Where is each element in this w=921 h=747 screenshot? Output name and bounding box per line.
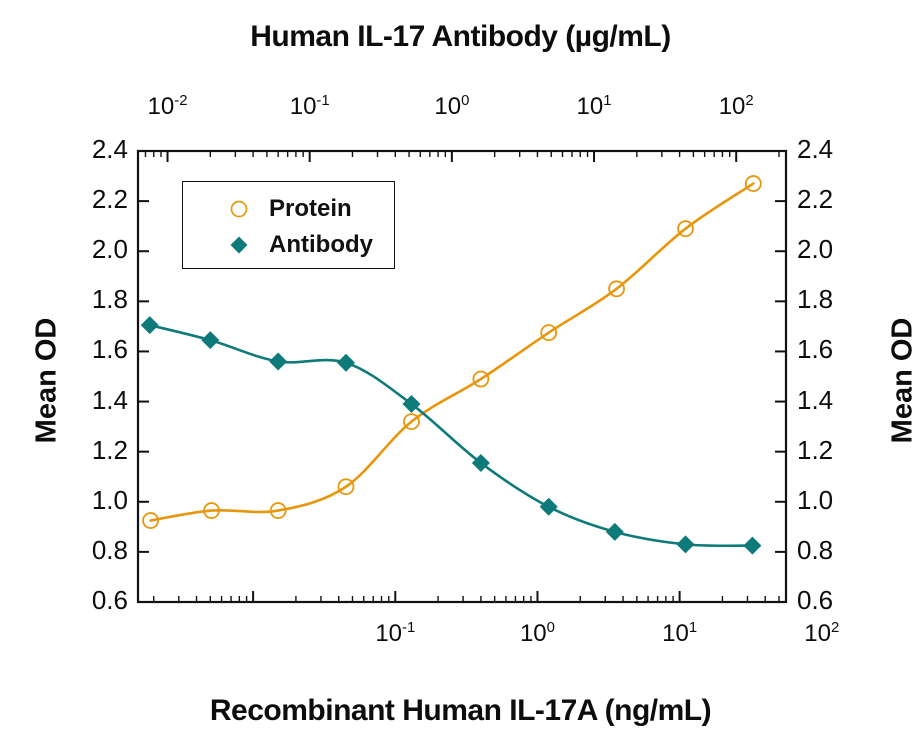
legend-item-antibody: Antibody [183,228,394,262]
legend-label-protein: Protein [269,195,352,222]
protein-marker-icon [230,200,248,218]
legend-label-antibody: Antibody [269,231,373,258]
y-tick-label: 1.2 [91,434,128,465]
y-tick-label-right: 1.0 [797,484,834,515]
x-bottom-tick-label: 100 [519,620,555,647]
y-tick-label-right: 1.2 [797,434,834,465]
y-tick-label: 1.6 [91,334,128,365]
y-tick-label: 2.0 [91,234,128,265]
y-tick-label-right: 1.4 [797,384,834,415]
x-top-tick-label: 102 [718,93,754,120]
x-bottom-tick-label: 10-1 [375,620,416,647]
y-tick-label: 1.0 [91,484,128,515]
y-tick-label: 1.4 [91,384,128,415]
legend: Protein Antibody [182,181,395,269]
antibody-marker-icon [230,236,248,254]
axis-ticks [138,150,786,603]
y-tick-label-right: 2.0 [797,234,834,265]
y-tick-label-right: 1.8 [797,284,834,315]
y-tick-label-right: 0.8 [797,534,834,565]
x-bottom-tick-label: 102 [804,620,840,647]
x-top-tick-label: 10-2 [147,93,188,120]
y-tick-label-right: 0.6 [797,585,834,615]
y-tick-label: 0.6 [91,585,128,615]
y-tick-label: 0.8 [91,534,128,565]
legend-item-protein: Protein [183,192,394,226]
x-top-tick-label: 100 [434,93,470,120]
bottom-axis-title: Recombinant Human IL-17A (ng/mL) [209,694,712,727]
y-tick-label: 2.2 [91,184,128,215]
data-markers [140,175,762,555]
y-tick-label-right: 2.2 [797,184,834,215]
fitted-curves [148,182,755,548]
y-tick-label-right: 1.6 [797,334,834,365]
top-axis-title: Human IL-17 Antibody (µg/mL) [250,20,671,53]
y-tick-label-right: 2.4 [797,134,834,164]
x-top-tick-label: 10-1 [289,93,330,120]
x-top-tick-label: 101 [576,93,612,120]
y-tick-label: 2.4 [91,134,128,164]
x-bottom-tick-label: 101 [662,620,698,647]
plot-frame [136,149,788,604]
y-tick-label: 1.8 [91,284,128,315]
